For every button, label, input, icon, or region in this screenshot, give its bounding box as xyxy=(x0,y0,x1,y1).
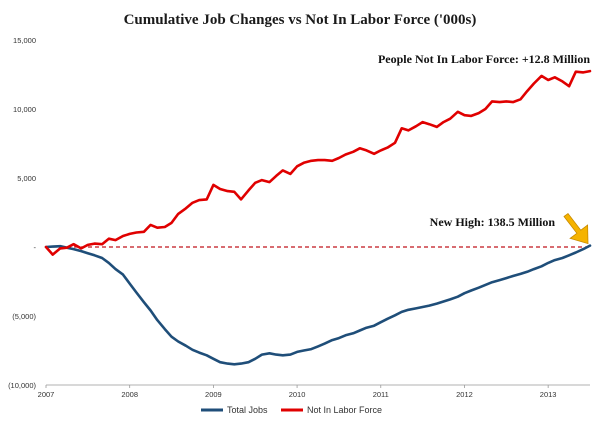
y-tick-label: 15,000 xyxy=(13,36,36,45)
x-tick-label: 2010 xyxy=(289,390,306,399)
x-tick-label: 2007 xyxy=(38,390,55,399)
y-tick-label: 10,000 xyxy=(13,105,36,114)
x-tick-label: 2008 xyxy=(121,390,138,399)
annotations: People Not In Labor Force: +12.8 Million… xyxy=(378,52,590,245)
legend-label: Not In Labor Force xyxy=(307,405,382,415)
arrow-icon xyxy=(563,212,589,245)
series-line-total-jobs xyxy=(44,244,592,366)
x-tick-label: 2013 xyxy=(540,390,557,399)
x-tick-label: 2011 xyxy=(373,390,389,399)
x-tick-label: 2012 xyxy=(456,390,473,399)
legend-label: Total Jobs xyxy=(227,405,268,415)
legend: Total Jobs Not In Labor Force xyxy=(201,405,382,415)
annotation-new-high: New High: 138.5 Million xyxy=(430,215,556,229)
plot-area xyxy=(44,69,592,366)
y-tick-label: (10,000) xyxy=(8,381,36,390)
y-tick-label: - xyxy=(34,243,37,252)
series-line-not-in-labor-force xyxy=(44,69,592,256)
chart-title: Cumulative Job Changes vs Not In Labor F… xyxy=(124,12,477,28)
x-axis: 2007 2008 2009 2010 2011 2012 2013 xyxy=(38,384,590,399)
x-tick-label: 2009 xyxy=(205,390,222,399)
y-tick-label: 5,000 xyxy=(17,174,36,183)
annotation-not-in-labor-force: People Not In Labor Force: +12.8 Million xyxy=(378,52,590,66)
y-axis: 15,000 10,000 5,000 - (5,000) (10,000) xyxy=(8,36,36,390)
y-tick-label: (5,000) xyxy=(12,312,36,321)
